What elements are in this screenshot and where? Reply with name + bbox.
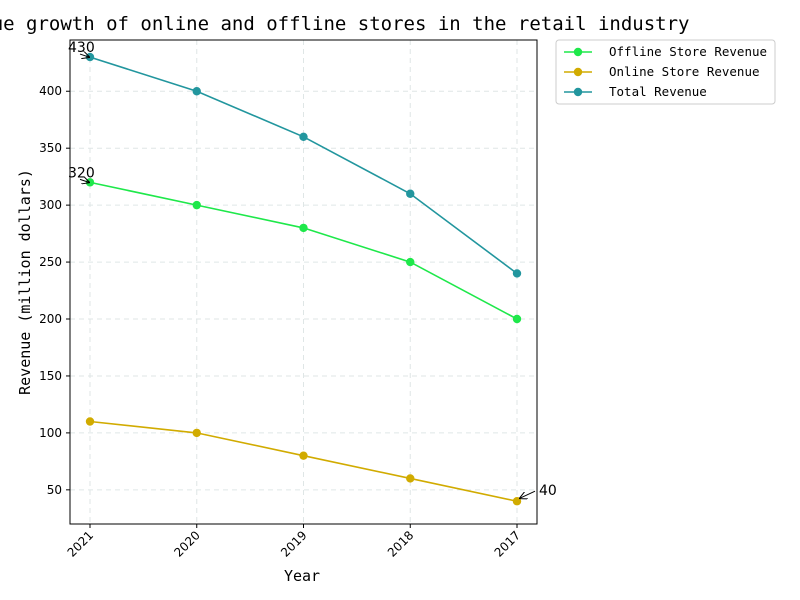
x-axis: 2021 2020 2019 2018 2017: [65, 524, 523, 560]
legend-label: Offline Store Revenue: [609, 44, 767, 59]
data-point: [299, 132, 308, 141]
x-tick-label: 2021: [65, 528, 96, 559]
y-tick-label: 350: [39, 141, 62, 155]
chart-title: Revenue growth of online and offline sto…: [0, 13, 689, 35]
annotation-label: 430: [68, 40, 95, 56]
data-point: [512, 269, 522, 278]
legend-marker: [573, 67, 583, 77]
y-tick-label: 50: [47, 483, 62, 497]
legend: Offline Store Revenue Online Store Revenu…: [555, 39, 776, 105]
x-tick-label: 2020: [171, 528, 202, 559]
data-point: [512, 497, 522, 506]
y-tick-label: 100: [39, 426, 62, 440]
y-tick-label: 250: [39, 255, 62, 269]
data-point: [406, 257, 415, 267]
data-point: [406, 474, 415, 483]
y-axis-label: Revenue (million dollars): [16, 169, 34, 395]
annotation-label: 40: [539, 483, 557, 499]
data-point: [192, 428, 201, 438]
annotation-arrow: [520, 490, 536, 498]
y-tick-label: 200: [39, 312, 62, 326]
legend-marker: [573, 47, 583, 57]
data-point: [192, 200, 201, 210]
y-tick-label: 300: [39, 198, 62, 212]
data-point: [85, 417, 95, 426]
x-tick-label: 2017: [492, 528, 523, 559]
series-line: [89, 420, 518, 503]
data-point: [299, 451, 308, 460]
legend-frame: [555, 39, 776, 105]
legend-marker: [573, 87, 583, 97]
data-point: [192, 87, 201, 96]
data-point: [512, 314, 522, 324]
y-axis: 50 100 150 200 250 300 350 400: [39, 84, 70, 497]
data-point: [406, 189, 415, 198]
legend-label: Total Revenue: [609, 84, 707, 99]
y-tick-label: 400: [39, 84, 62, 98]
grid: [70, 40, 537, 524]
annotation-arrow: [79, 179, 89, 182]
x-tick-label: 2019: [278, 528, 309, 559]
annotation-label: 320: [68, 165, 95, 181]
legend-label: Online Store Revenue: [609, 64, 760, 79]
data-point: [299, 223, 308, 233]
annotations: 430 320 40: [68, 40, 557, 499]
x-tick-label: 2018: [385, 528, 416, 559]
annotation-arrow: [79, 54, 89, 57]
y-tick-label: 150: [39, 369, 62, 383]
x-axis-label: Year: [284, 567, 320, 585]
